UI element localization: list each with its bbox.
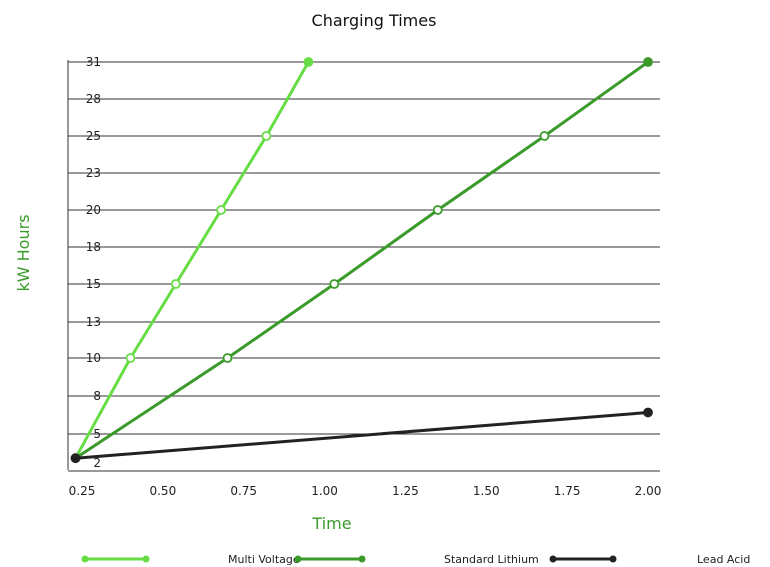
data-point-standard-lithium-2: [329, 279, 340, 289]
data-point-standard-lithium-1: [222, 353, 233, 363]
series-multi-voltage: [70, 57, 314, 464]
chart-title: Charging Times: [312, 11, 437, 30]
x-tick-labels: 0.25 0.50 0.75 1.00 1.25 1.50 1.75 2.00: [69, 484, 662, 498]
y-tick-label-15: 15: [86, 277, 101, 291]
data-point-standard-lithium-3: [432, 205, 443, 215]
y-axis-label: kW Hours: [14, 214, 33, 291]
y-tick-label-23: 23: [86, 166, 101, 180]
series-line-standard-lithium: [74, 60, 650, 460]
y-tick-label-5: 5: [93, 427, 101, 441]
x-tick-label-1.00: 1.00: [311, 484, 338, 498]
y-tick-label-31: 31: [86, 55, 101, 69]
series-line-multi-voltage: [74, 60, 310, 460]
series-line-lead-acid: [74, 411, 650, 460]
data-point-multi-voltage-1: [125, 353, 136, 363]
x-tick-label-1.50: 1.50: [473, 484, 500, 498]
data-point-lead-acid-1: [643, 407, 653, 418]
y-tick-label-20: 20: [86, 203, 101, 217]
y-tick-label-28: 28: [86, 92, 101, 106]
data-point-multi-voltage-3: [216, 205, 226, 215]
data-point-multi-voltage-5: [303, 57, 314, 67]
legend-label-multi-voltage: Multi Voltage: [228, 553, 300, 566]
y-tick-label-25: 25: [86, 129, 101, 143]
data-point-standard-lithium-5: [643, 57, 653, 67]
x-tick-label-0.25: 0.25: [69, 484, 96, 498]
legend-label-standard-lithium: Standard Lithium: [444, 553, 539, 566]
data-point-multi-voltage-4: [261, 131, 272, 141]
legend-marker-multi-voltage-end: [142, 555, 150, 563]
data-point-multi-voltage-2: [170, 279, 181, 289]
data-point-standard-lithium-4: [539, 131, 550, 141]
y-tick-label-13: 13: [86, 315, 101, 329]
legend-marker-lead-acid-end: [609, 555, 617, 563]
x-tick-label-1.75: 1.75: [554, 484, 581, 498]
series-lead-acid: [70, 407, 653, 464]
legend-marker-multi-voltage-start: [81, 555, 89, 563]
x-axis-label: Time: [311, 514, 351, 533]
x-tick-label-0.75: 0.75: [230, 484, 257, 498]
legend-marker-lead-acid-start: [549, 555, 557, 563]
legend-marker-standard-lithium-end: [358, 555, 366, 563]
x-tick-label-0.50: 0.50: [149, 484, 176, 498]
legend-label-lead-acid: Lead Acid: [697, 553, 750, 566]
legend-item-multi-voltage: Multi Voltage: [81, 553, 300, 566]
legend-item-standard-lithium: Standard Lithium: [294, 553, 539, 566]
x-tick-label-2.00: 2.00: [635, 484, 662, 498]
y-tick-label-2: 2: [93, 456, 101, 470]
y-tick-label-8: 8: [93, 389, 101, 403]
y-tick-label-18: 18: [86, 240, 101, 254]
series-standard-lithium: [70, 57, 653, 464]
legend-item-lead-acid: Lead Acid: [549, 553, 750, 566]
legend-marker-standard-lithium-start: [294, 555, 302, 563]
data-point-lead-acid-0: [70, 453, 81, 464]
y-tick-label-10: 10: [86, 351, 101, 365]
gridlines: [68, 61, 660, 472]
x-tick-label-1.25: 1.25: [392, 484, 419, 498]
data-series: [70, 57, 653, 464]
legend: Multi Voltage Standard Lithium Lead Acid: [81, 553, 750, 566]
